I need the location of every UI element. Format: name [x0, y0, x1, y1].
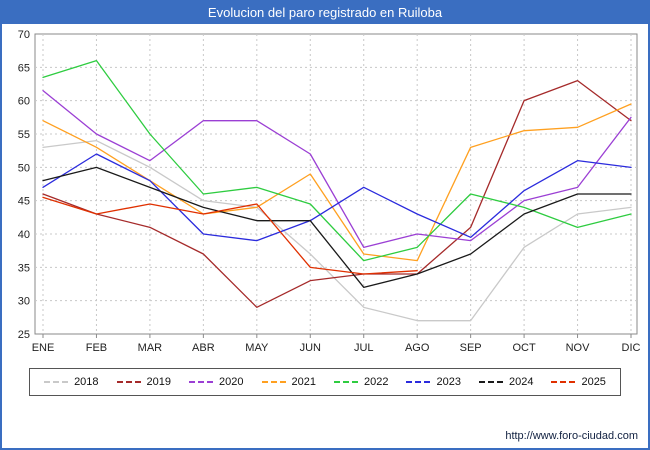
- x-tick-label: MAR: [138, 342, 163, 354]
- series-line-2023: [42, 153, 632, 242]
- series-line-2024: [42, 166, 632, 288]
- y-tick-label: 50: [18, 162, 30, 174]
- y-tick-label: 45: [18, 196, 30, 208]
- x-tick-label: FEB: [86, 342, 107, 354]
- legend-item-2022: 2022: [334, 376, 388, 388]
- y-tick-label: 55: [18, 129, 30, 141]
- y-tick-label: 25: [18, 329, 30, 341]
- plot-border: [34, 33, 638, 335]
- series-line-2025: [42, 196, 418, 275]
- line-chart: 25 30 35 40 45 50 55 60 65 70 ENE FEB MAR ABR MAY JUN JU…: [18, 29, 641, 354]
- legend-label-2025: 2025: [581, 376, 606, 388]
- series-line-2020: [42, 90, 632, 248]
- y-tick-label: 65: [18, 62, 30, 74]
- y-tick-label: 40: [18, 229, 30, 241]
- legend-item-2019: 2019: [116, 376, 172, 388]
- x-tick-label: ABR: [192, 342, 215, 354]
- x-tick-label: OCT: [512, 342, 536, 354]
- legend-item-2020: 2020: [189, 376, 244, 388]
- footer: http://www.foro-ciudad.com: [505, 430, 638, 442]
- plot-area: 25 30 35 40 45 50 55 60 65 70 ENE FEB MAR ABR MAY JUN JU…: [2, 24, 648, 358]
- legend-swatch-2019: [116, 381, 141, 383]
- x-tick-label: NOV: [566, 342, 591, 354]
- legend-item-2021: 2021: [261, 376, 316, 388]
- x-tick-label: DIC: [622, 342, 641, 354]
- legend-label-2022: 2022: [364, 376, 389, 388]
- x-tick-label: ENE: [32, 342, 55, 354]
- legend-swatch-2022: [334, 381, 358, 383]
- legend-swatch-2023: [406, 381, 431, 383]
- legend-swatch-2020: [189, 381, 214, 383]
- x-tick-label: MAY: [245, 342, 269, 354]
- y-tick-label: 30: [18, 296, 30, 308]
- legend-label-2020: 2020: [219, 376, 244, 388]
- x-tick-label: AGO: [405, 342, 430, 354]
- y-tick-label: 70: [18, 29, 30, 41]
- legend-swatch-2025: [551, 381, 576, 383]
- legend-label-2018: 2018: [74, 376, 99, 388]
- legend-item-2025: 2025: [551, 376, 606, 388]
- x-tick-label: JUN: [300, 342, 321, 354]
- y-tick-label: 60: [18, 96, 30, 108]
- legend-label-2024: 2024: [508, 376, 534, 388]
- series-line-2019: [42, 80, 632, 308]
- legend-item-2023: 2023: [406, 376, 461, 388]
- x-tick-label: SEP: [460, 342, 482, 354]
- legend-swatch-2021: [261, 381, 286, 383]
- legend-label-2019: 2019: [146, 376, 172, 388]
- x-tick-label: JUL: [354, 342, 374, 354]
- footer-link[interactable]: http://www.foro-ciudad.com: [505, 430, 638, 442]
- chart-legend: 2018 2019 2020 2021 2022 2023 2024 2025: [29, 368, 621, 396]
- legend-swatch-2018: [44, 381, 69, 383]
- series-line-2018: [42, 140, 632, 322]
- legend-label-2023: 2023: [436, 376, 461, 388]
- legend-swatch-2024: [478, 381, 503, 383]
- chart-title: Evolucion del paro registrado en Ruiloba: [2, 2, 648, 24]
- y-tick-label: 35: [18, 262, 30, 274]
- legend-item-2018: 2018: [44, 376, 99, 388]
- legend-label-2021: 2021: [291, 376, 316, 388]
- legend-item-2024: 2024: [478, 376, 534, 388]
- series-line-2021: [42, 103, 632, 262]
